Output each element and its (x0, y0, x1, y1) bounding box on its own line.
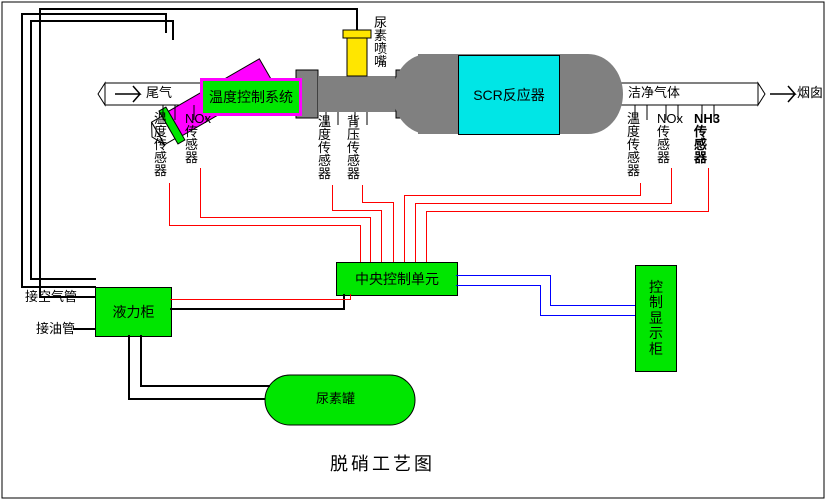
title-label: 脱硝工艺图 (330, 455, 435, 474)
sensor-nox-1: NOx 传 感 器 (185, 112, 211, 164)
hydraulic-box: 液力柜 (95, 287, 172, 337)
sensor-temp-3: 温 度 传 感 器 (627, 112, 640, 177)
chimney-label: 烟囱 (797, 86, 823, 100)
sensor-temp-2: 温 度 传 感 器 (318, 115, 331, 180)
ccu-box: 中央控制单元 (336, 262, 458, 296)
temp-ctrl-box: 温度控制系统 (200, 78, 302, 116)
clean-gas-label: 洁净气体 (628, 86, 680, 100)
urea-nozzle-label: 尿 素 喷 嘴 (374, 16, 387, 68)
scr-box: SCR反应器 (458, 55, 560, 135)
sensor-bp: 背 压 传 感 器 (347, 115, 360, 180)
urea-tank-label: 尿素罐 (316, 392, 355, 406)
sensor-nox-2: NOx 传 感 器 (657, 112, 683, 164)
display-box: 控 制 显 示 柜 (635, 265, 677, 372)
oil-pipe-label: 接油管 (36, 322, 75, 336)
sensor-temp-1: 温 度 传 感 器 (154, 112, 167, 177)
exhaust-label: 尾气 (146, 86, 172, 100)
sensor-nh3: NH3 传 感 器 (694, 112, 720, 164)
